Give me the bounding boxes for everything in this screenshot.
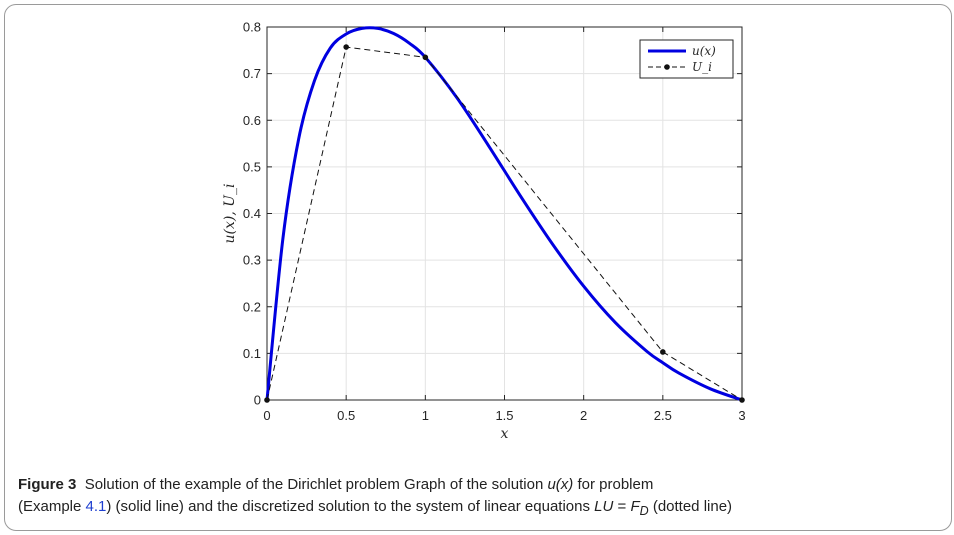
series-Ui-point xyxy=(264,397,270,403)
y-tick-label: 0.5 xyxy=(243,159,261,174)
y-tick-label: 0.3 xyxy=(243,253,261,268)
legend-u-label: u(x) xyxy=(692,44,716,58)
example-reference-link[interactable]: 4.1 xyxy=(85,498,107,515)
series-Ui-point xyxy=(422,54,429,61)
figure-frame xyxy=(4,4,952,531)
series-Ui-point xyxy=(660,349,666,355)
caption-label: Figure 3 xyxy=(18,476,77,493)
y-tick-label: 0.2 xyxy=(243,299,261,314)
caption-text-2: for problem xyxy=(573,476,654,493)
legend-box xyxy=(639,39,734,79)
caption-text-3: (Example xyxy=(18,498,86,515)
y-tick-label: 0 xyxy=(254,393,261,408)
x-axis-label: x xyxy=(501,426,509,442)
axis-labels: x u(x), U_i xyxy=(222,183,509,442)
y-tick-label: 0.7 xyxy=(243,66,261,81)
caption-text-5: (dotted line) xyxy=(648,498,733,515)
x-tick-label: 1 xyxy=(422,408,429,423)
caption-text-4: ) (solid line) and the discretized solut… xyxy=(106,498,595,515)
x-tick-label: 0.5 xyxy=(337,408,355,423)
caption-eq-lhs: LU xyxy=(594,498,614,515)
y-axis-label: u(x), U_i xyxy=(222,183,238,243)
series-Ui-point xyxy=(739,397,745,403)
x-tick-label: 2.5 xyxy=(654,408,672,423)
legend-Ui-label: U_i xyxy=(692,60,712,74)
x-tick-label: 3 xyxy=(738,408,745,423)
caption-ux: u(x) xyxy=(547,476,574,493)
y-tick-label: 0.8 xyxy=(243,20,261,35)
y-tick-label: 0.6 xyxy=(243,113,261,128)
y-tick-label: 0.4 xyxy=(243,206,261,221)
x-tick-label: 2 xyxy=(580,408,587,423)
series-layer xyxy=(264,26,745,403)
x-tick-label: 0 xyxy=(263,408,270,423)
figure-caption: Figure 3 Solution of the example of the … xyxy=(18,474,943,522)
caption-eq-sign: = xyxy=(613,498,631,515)
x-tick-label: 1.5 xyxy=(495,408,513,423)
line-chart: 0 0.5 1 1.5 2 2.5 3 0 0.1 0.2 0.3 0.4 0.5 0.6 0.7 0.8 x… xyxy=(222,20,746,443)
legend: u(x) U_i xyxy=(639,39,734,79)
axis-ticks: 0 0.5 1 1.5 2 2.5 3 0 0.1 0.2 0.3 0.4 0.5 0.6 0.7 0.8 xyxy=(243,20,746,424)
legend-Ui-marker xyxy=(664,64,670,70)
caption-eq-f: F xyxy=(630,498,640,515)
series-Ui-point xyxy=(343,44,349,50)
y-tick-label: 0.1 xyxy=(243,346,261,361)
caption-eq-sub: D xyxy=(639,504,649,518)
caption-text-1: Solution of the example of the Dirichlet… xyxy=(84,476,548,493)
